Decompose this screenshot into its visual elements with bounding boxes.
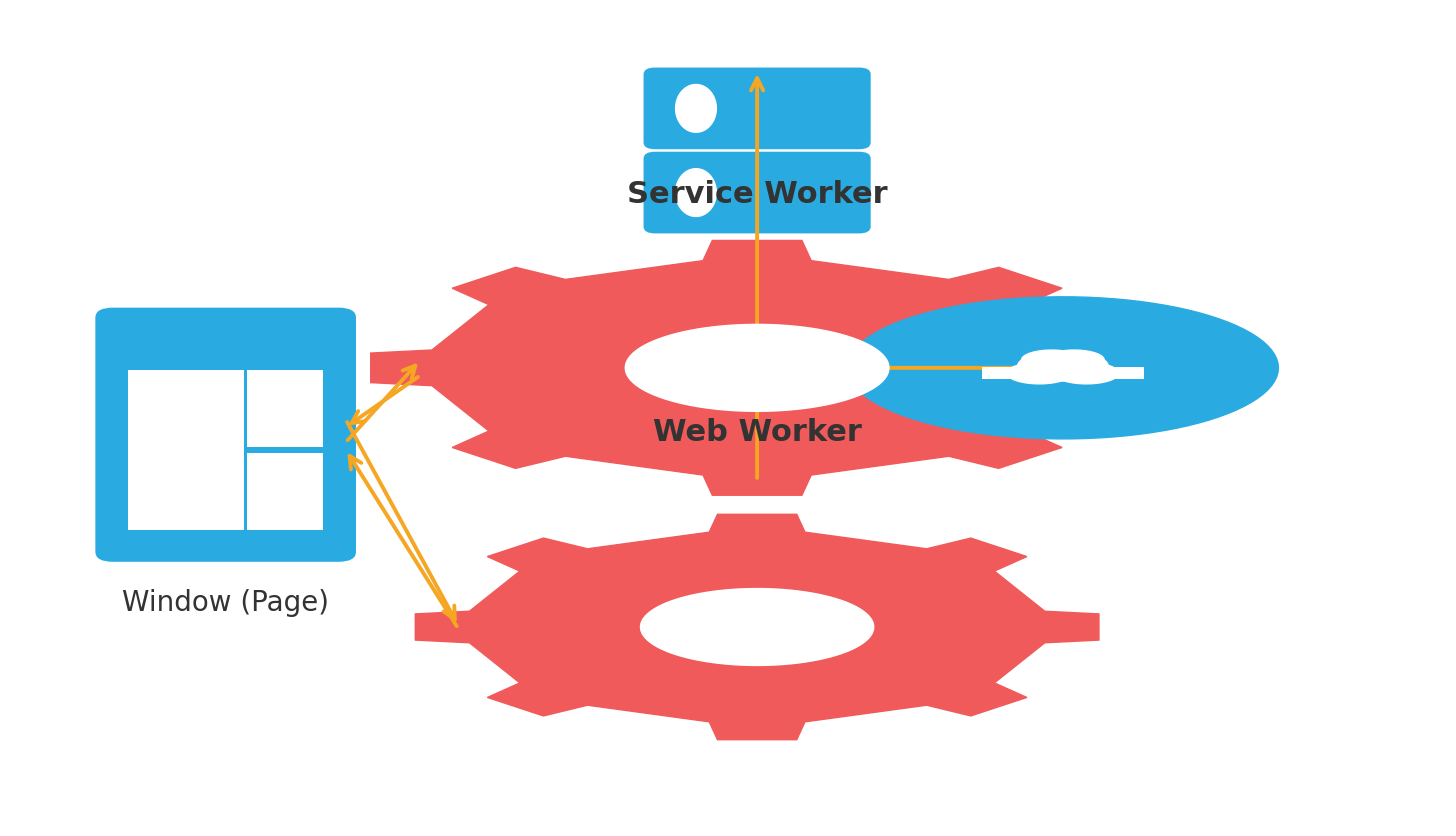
Polygon shape	[847, 297, 1278, 439]
Polygon shape	[415, 514, 1099, 740]
Polygon shape	[676, 84, 716, 132]
Polygon shape	[1044, 350, 1104, 370]
Text: Window (Page): Window (Page)	[122, 589, 329, 617]
FancyBboxPatch shape	[644, 152, 871, 233]
Polygon shape	[625, 324, 890, 411]
Polygon shape	[1054, 363, 1118, 384]
FancyBboxPatch shape	[644, 68, 871, 150]
Polygon shape	[371, 241, 1143, 495]
Text: Service Worker: Service Worker	[626, 180, 888, 209]
Polygon shape	[641, 589, 874, 665]
Polygon shape	[1008, 363, 1072, 384]
FancyBboxPatch shape	[981, 367, 1144, 380]
FancyBboxPatch shape	[96, 308, 357, 562]
Text: Web Worker: Web Worker	[652, 418, 862, 447]
FancyBboxPatch shape	[248, 370, 323, 447]
FancyBboxPatch shape	[128, 370, 243, 530]
Polygon shape	[676, 169, 716, 217]
Polygon shape	[1018, 351, 1108, 381]
FancyBboxPatch shape	[248, 453, 323, 530]
Polygon shape	[1022, 350, 1082, 370]
